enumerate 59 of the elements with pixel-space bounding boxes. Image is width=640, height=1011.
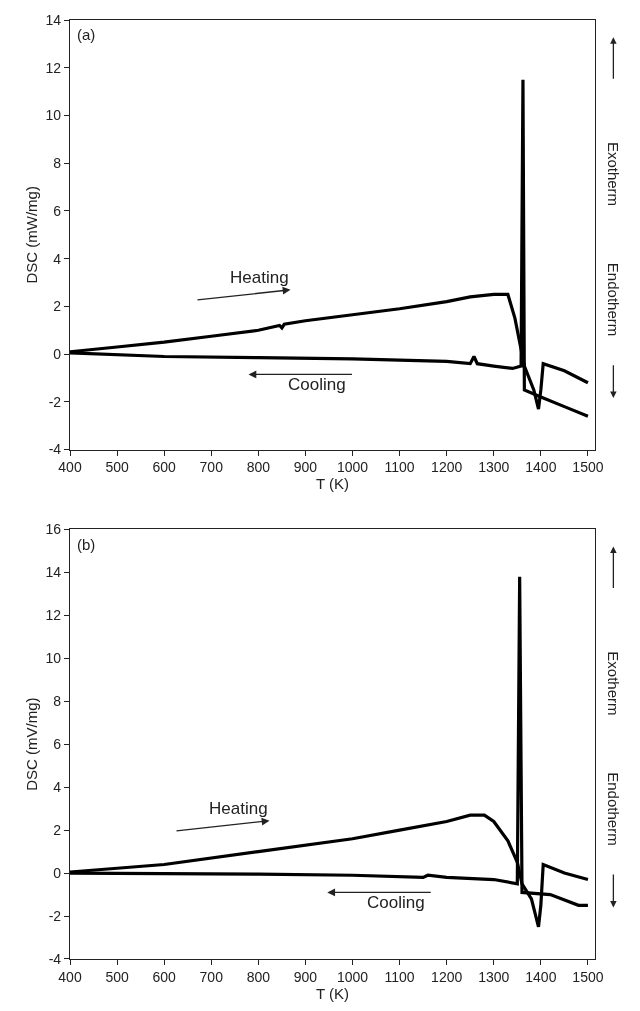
annotation: Heating	[209, 799, 268, 818]
text: Exotherm	[604, 141, 622, 207]
x-tick-label: 1400	[525, 459, 557, 476]
x-tick-label: 1300	[478, 968, 510, 985]
x-tick-label: 1500	[572, 968, 604, 985]
y-tick-label: 14	[45, 564, 62, 581]
y-tick-label: 2	[53, 822, 62, 839]
x-tick-label: 900	[293, 968, 318, 985]
x-tick-label: 1300	[478, 459, 510, 476]
annotation: Cooling	[288, 375, 346, 394]
x-tick-label: 1000	[336, 459, 369, 476]
x-tick-label: 500	[105, 459, 129, 476]
x-tick-label: 1100	[384, 968, 415, 985]
y-tick-label: 10	[45, 107, 62, 124]
x-axis-title: T (K)	[315, 984, 350, 1002]
y-tick-label: 0	[53, 864, 62, 881]
x-tick-label: 700	[199, 968, 224, 985]
y-tick-label: 12	[45, 607, 62, 624]
y-tick-label: 6	[53, 736, 62, 753]
y-tick-label: 2	[53, 298, 62, 315]
x-tick-label: 1200	[431, 459, 463, 476]
y-tick-label: -2	[48, 907, 62, 924]
x-tick-label: 700	[199, 459, 224, 476]
y-tick-label: 10	[45, 650, 62, 667]
text: (b)	[77, 536, 96, 553]
text: Endotherm	[604, 262, 622, 337]
x-tick-label: 500	[105, 968, 129, 985]
y-tick-label: -4	[48, 441, 62, 458]
y-tick-label: 4	[53, 779, 62, 796]
x-tick-label: 1100	[384, 459, 415, 476]
y-tick-label: 4	[53, 250, 62, 267]
x-tick-label: 800	[246, 968, 271, 985]
annotation: Cooling	[367, 893, 425, 912]
text: Endotherm	[605, 772, 623, 846]
y-tick-label: 12	[45, 59, 62, 76]
x-tick-label: 600	[152, 968, 177, 985]
y-tick-label: 6	[53, 202, 62, 219]
y-tick-label: 8	[53, 155, 62, 172]
x-tick-label: 600	[152, 459, 177, 476]
y-tick-label: 16	[45, 521, 62, 538]
y-tick-label: 8	[53, 693, 62, 710]
y-tick-label: 14	[45, 11, 62, 28]
y-tick-label: -4	[48, 950, 62, 967]
y-tick-label: -2	[48, 393, 62, 410]
x-tick-label: 400	[58, 459, 82, 476]
y-tick-label: 0	[53, 346, 62, 363]
x-tick-label: 900	[293, 459, 318, 476]
x-axis-title: T (K)	[315, 475, 350, 493]
x-tick-label: 1000	[336, 968, 369, 985]
x-tick-label: 400	[58, 968, 82, 985]
y-axis-title: DSC (mV/mg)	[22, 697, 40, 791]
x-tick-label: 1200	[431, 968, 463, 985]
x-tick-label: 1500	[572, 459, 604, 476]
chart-title: (a)	[77, 26, 96, 43]
x-tick-label: 800	[246, 459, 271, 476]
y-axis-title: DSC (mW/mg)	[22, 186, 40, 284]
annotation: Heating	[230, 268, 289, 287]
x-tick-label: 1400	[525, 968, 557, 985]
text: Exotherm	[605, 651, 623, 716]
